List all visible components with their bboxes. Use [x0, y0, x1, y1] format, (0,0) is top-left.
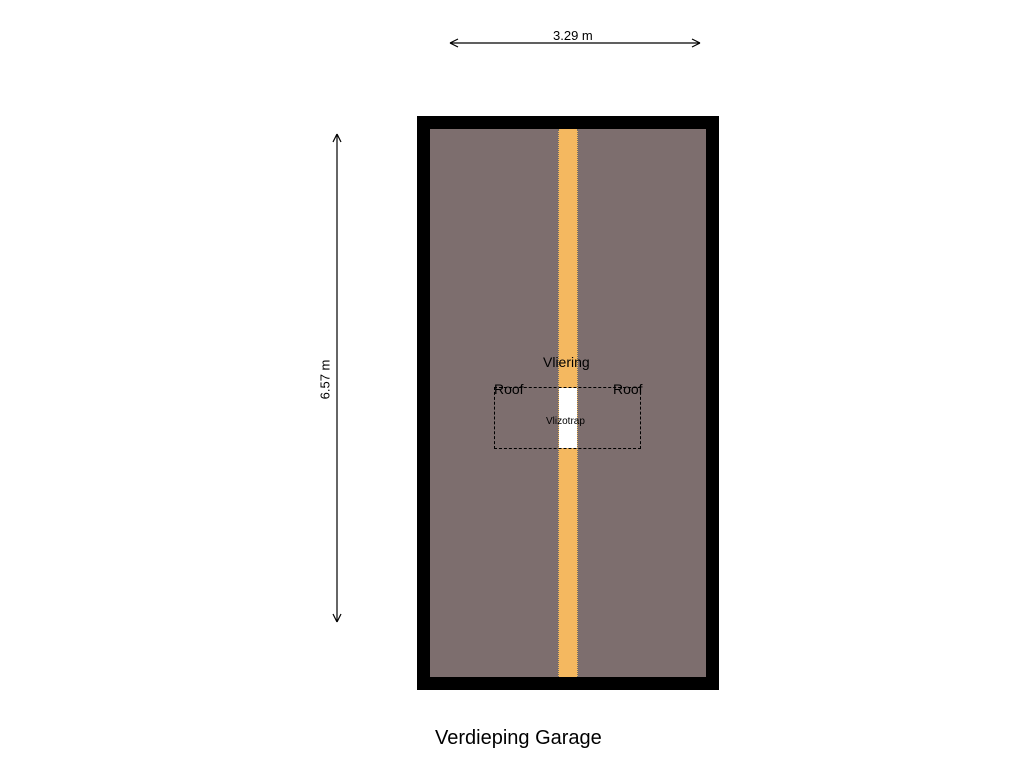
label-roof-left: Roof — [494, 381, 524, 397]
label-roof-right: Roof — [613, 381, 643, 397]
label-vliering: Vliering — [543, 354, 590, 370]
label-vlizotrap: Vlizotrap — [546, 416, 585, 427]
floorplan-canvas: 3.29 m 6.57 m Vliering Roof Roof Vlizotr… — [0, 0, 1024, 768]
dimension-height-label: 6.57 m — [317, 360, 332, 400]
floorplan-title: Verdieping Garage — [435, 727, 602, 750]
dimension-width-label: 3.29 m — [553, 28, 593, 43]
dimension-height-line — [0, 0, 400, 768]
